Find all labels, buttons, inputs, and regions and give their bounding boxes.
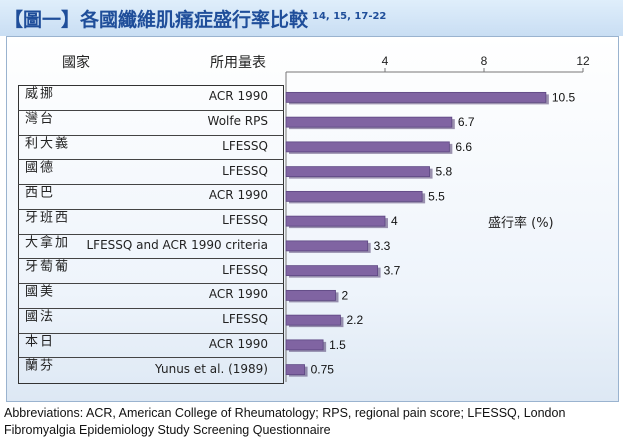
row-divider	[18, 110, 284, 111]
method-label: ACR 1990	[208, 287, 268, 301]
method-label: LFESSQ and ACR 1990 criteria	[86, 238, 268, 252]
method-label: LFESSQ	[222, 263, 268, 277]
country-label: 巴西	[22, 185, 52, 198]
country-label: 美國	[22, 284, 52, 297]
method-label: LFESSQ	[222, 164, 268, 178]
method-label: ACR 1990	[208, 188, 268, 202]
row-divider	[18, 159, 284, 160]
country-label: 法國	[22, 309, 52, 322]
row-divider	[18, 209, 284, 210]
row-divider	[18, 357, 284, 358]
country-label: 西班牙	[22, 210, 67, 223]
country-label: 挪威	[22, 86, 52, 99]
method-label: LFESSQ	[222, 139, 268, 153]
title-text: 【圖一】各國纖維肌痛症盛行率比較	[4, 9, 309, 31]
unit-label: 盛行率 (%)	[488, 216, 554, 231]
method-label: ACR 1990	[208, 89, 268, 103]
country-label: 葡萄牙	[22, 259, 67, 272]
row-divider	[18, 258, 284, 259]
method-label: Yunus et al. (1989)	[155, 362, 268, 376]
row-divider	[18, 333, 284, 334]
method-column-header: 所用量表	[210, 55, 266, 71]
method-label: LFESSQ	[222, 312, 268, 326]
row-divider	[18, 308, 284, 309]
row-divider	[18, 135, 284, 136]
chart-title: 【圖一】各國纖維肌痛症盛行率比較 14, 15, 17-22	[4, 5, 386, 32]
country-column-header: 國家	[62, 55, 90, 71]
row-divider	[18, 234, 284, 235]
method-label: Wolfe RPS	[207, 114, 268, 128]
country-label: 台灣	[22, 111, 52, 124]
country-label: 加拿大	[22, 235, 67, 248]
method-label: LFESSQ	[222, 213, 268, 227]
title-references: 14, 15, 17-22	[312, 10, 387, 22]
title-bar: 【圖一】各國纖維肌痛症盛行率比較 14, 15, 17-22	[0, 0, 623, 36]
method-label: ACR 1990	[208, 337, 268, 351]
country-label: 義大利	[22, 136, 67, 149]
country-label: 芬蘭	[22, 358, 52, 371]
row-divider	[18, 283, 284, 284]
row-divider	[18, 184, 284, 185]
footnote: Abbreviations: ACR, American College of …	[4, 406, 566, 437]
country-label: 德國	[22, 160, 52, 173]
country-label: 日本	[22, 334, 52, 347]
